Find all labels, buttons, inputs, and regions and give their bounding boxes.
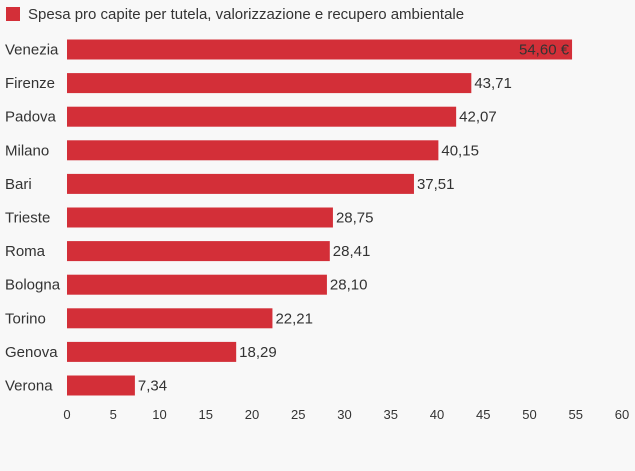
bar-bologna: [67, 274, 327, 295]
legend-label: Spesa pro capite per tutela, valorizzazi…: [28, 5, 465, 23]
x-tick-label: 25: [291, 407, 305, 422]
x-tick-label: 40: [430, 407, 444, 422]
value-label-roma: 28,41: [333, 243, 371, 260]
x-tick-label: 60: [615, 407, 629, 422]
category-label-bologna: Bologna: [5, 277, 61, 294]
legend-swatch: [6, 7, 20, 21]
bar-milano: [67, 140, 439, 161]
x-tick-label: 45: [476, 407, 490, 422]
legend: Spesa pro capite per tutela, valorizzazi…: [6, 4, 464, 24]
value-label-genova: 18,29: [239, 344, 277, 361]
x-tick-label: 35: [384, 407, 398, 422]
value-label-bologna: 28,10: [330, 277, 368, 294]
value-label-firenze: 43,71: [474, 75, 512, 92]
value-label-venezia: 54,60 €: [519, 42, 570, 59]
bar-genova: [67, 341, 237, 362]
category-label-trieste: Trieste: [5, 210, 50, 227]
x-tick-label: 15: [199, 407, 213, 422]
value-label-torino: 22,21: [275, 310, 313, 327]
category-label-torino: Torino: [5, 310, 46, 327]
value-label-verona: 7,34: [138, 378, 167, 395]
x-tick-label: 20: [245, 407, 259, 422]
category-label-venezia: Venezia: [5, 42, 59, 59]
value-label-padova: 42,07: [459, 109, 497, 126]
bar-bari: [67, 173, 414, 194]
category-label-genova: Genova: [5, 344, 58, 361]
category-label-firenze: Firenze: [5, 75, 55, 92]
bar-torino: [67, 308, 273, 329]
value-label-bari: 37,51: [417, 176, 455, 193]
bar-roma: [67, 241, 330, 262]
x-tick-label: 10: [152, 407, 166, 422]
x-tick-label: 30: [337, 407, 351, 422]
x-tick-label: 0: [63, 407, 70, 422]
x-tick-label: 55: [569, 407, 583, 422]
category-label-padova: Padova: [5, 109, 57, 126]
x-tick-label: 5: [110, 407, 117, 422]
bar-trieste: [67, 207, 333, 228]
category-label-verona: Verona: [5, 378, 53, 395]
x-tick-label: 50: [522, 407, 536, 422]
bar-verona: [67, 375, 135, 396]
category-label-bari: Bari: [5, 176, 32, 193]
bar-padova: [67, 106, 457, 127]
bar-firenze: [67, 73, 472, 94]
bar-venezia: [67, 39, 573, 60]
category-label-milano: Milano: [5, 142, 49, 159]
category-label-roma: Roma: [5, 243, 46, 260]
value-label-trieste: 28,75: [336, 210, 374, 227]
value-label-milano: 40,15: [441, 142, 479, 159]
